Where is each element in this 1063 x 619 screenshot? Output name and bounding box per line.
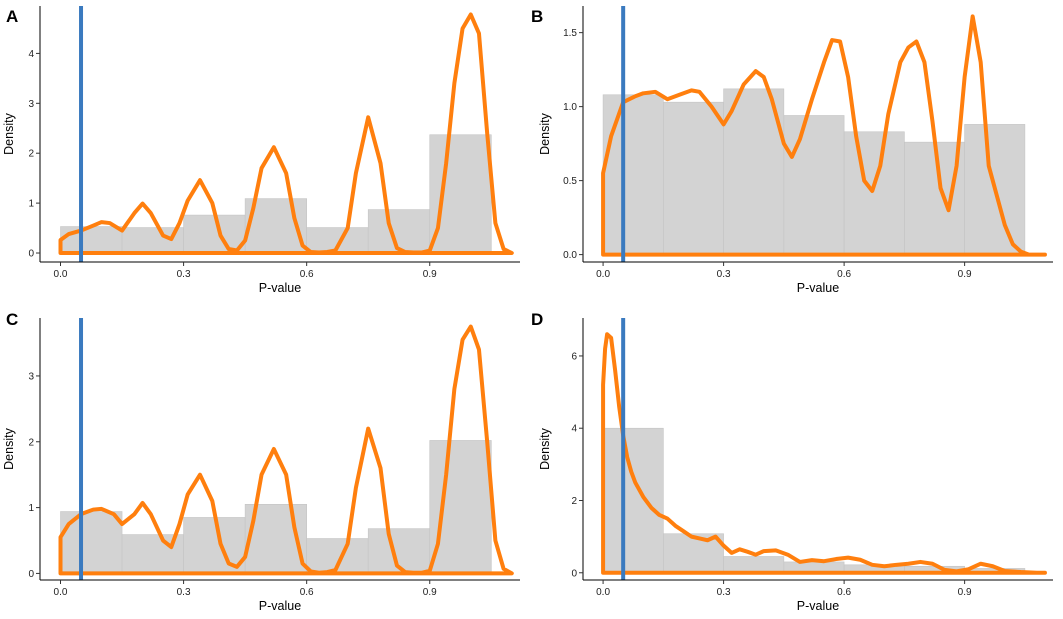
x-tick-label: 0.9 [958, 587, 972, 598]
panel-letter: A [6, 7, 18, 26]
histogram-bar [429, 440, 492, 574]
y-tick-label: 1 [28, 503, 34, 514]
x-tick-label: 0.3 [717, 587, 731, 598]
x-axis-title: P-value [259, 599, 301, 613]
y-tick-label: 0.0 [563, 250, 577, 261]
panel-letter: D [531, 310, 543, 329]
histogram-bar [183, 214, 246, 254]
histogram-bar [367, 209, 431, 254]
y-tick-label: 0.5 [563, 176, 577, 187]
x-axis-title: P-value [797, 281, 839, 295]
x-tick-label: 0.0 [54, 269, 68, 280]
density-line [58, 324, 514, 576]
histogram-bar [723, 88, 785, 255]
x-axis-title: P-value [259, 281, 301, 295]
x-tick-label: 0.0 [596, 587, 610, 598]
x-tick-label: 0.6 [300, 587, 314, 598]
histogram-bar [60, 226, 123, 254]
x-tick-label: 0.9 [958, 269, 972, 280]
y-tick-label: 2 [571, 496, 577, 507]
histogram-bar [663, 101, 724, 255]
histogram-bar [663, 533, 724, 574]
histogram-bar [783, 115, 845, 255]
histogram-bar [723, 556, 785, 574]
y-tick-label: 1.5 [563, 28, 577, 39]
histogram-bar [602, 94, 664, 255]
y-tick-label: 3 [28, 371, 34, 382]
panel-d: 0.0 0.3 0.6 0.9 0 2 4 6 P-value Density D [531, 310, 1053, 613]
x-tick-label: 0.0 [596, 269, 610, 280]
y-axis-title: Density [538, 427, 552, 469]
histogram-bar [904, 141, 965, 255]
y-axis-title: Density [2, 427, 16, 469]
y-tick-label: 2 [28, 149, 34, 160]
histogram-bar [602, 427, 664, 574]
x-tick-label: 0.9 [423, 269, 437, 280]
density-line [58, 12, 514, 256]
x-axis-title: P-value [797, 599, 839, 613]
panel-b: 0.0 0.3 0.6 0.9 0.0 0.5 1.0 1.5 P-value Density B [531, 6, 1053, 295]
density-line [601, 332, 1047, 575]
x-tick-label: 0.6 [300, 269, 314, 280]
histogram-bar [843, 131, 905, 255]
panel-letter: B [531, 7, 543, 26]
y-tick-label: 4 [28, 49, 34, 60]
panel-letter: C [6, 310, 18, 329]
x-tick-label: 0.6 [837, 587, 851, 598]
x-tick-label: 0.3 [177, 587, 191, 598]
y-tick-label: 6 [571, 351, 577, 362]
panel-a: 0.0 0.3 0.6 0.9 0 1 2 3 4 P-value Density A [2, 6, 520, 295]
y-tick-label: 1 [28, 199, 34, 210]
y-axis-title: Density [2, 112, 16, 154]
x-tick-label: 0.0 [54, 587, 68, 598]
y-axis-title: Density [538, 112, 552, 154]
y-tick-label: 3 [28, 99, 34, 110]
y-tick-label: 4 [571, 424, 577, 435]
histogram-bar [429, 134, 492, 254]
panel-c: 0.0 0.3 0.6 0.9 0 1 2 3 P-value Density C [2, 310, 520, 613]
x-tick-label: 0.9 [423, 587, 437, 598]
histogram-bar [306, 227, 369, 254]
density-line [601, 14, 1047, 257]
y-tick-label: 2 [28, 437, 34, 448]
x-tick-label: 0.3 [177, 269, 191, 280]
y-tick-label: 0 [571, 568, 577, 579]
x-tick-label: 0.6 [837, 269, 851, 280]
y-tick-label: 0 [28, 569, 34, 580]
y-tick-label: 0 [28, 249, 34, 260]
x-tick-label: 0.3 [717, 269, 731, 280]
y-tick-label: 1.0 [563, 102, 577, 113]
